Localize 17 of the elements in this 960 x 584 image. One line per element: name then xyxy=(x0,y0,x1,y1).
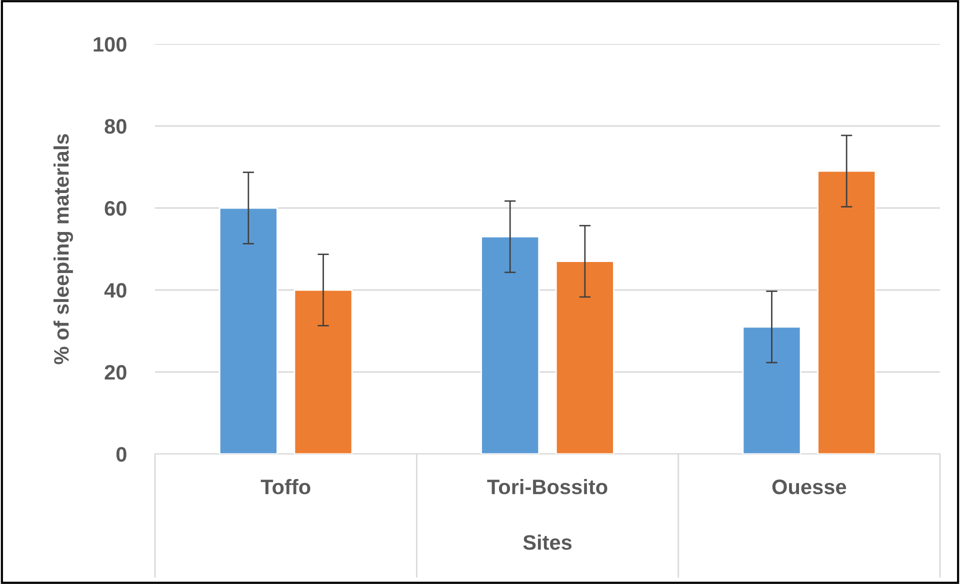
bar xyxy=(294,289,353,454)
bar xyxy=(218,207,278,454)
y-axis-title: % of sleeping materials xyxy=(54,134,74,364)
bar xyxy=(817,170,876,454)
y-tick-label: 100 xyxy=(94,37,126,52)
x-axis-title: Sites xyxy=(523,534,572,550)
bar xyxy=(480,236,540,454)
bar xyxy=(742,326,802,454)
y-tick-label: 60 xyxy=(104,201,126,216)
bar xyxy=(555,260,614,454)
y-tick-label: 40 xyxy=(104,283,126,298)
x-tick-label: Toffo xyxy=(260,479,310,494)
x-tick-label: Ouesse xyxy=(772,480,846,494)
x-tick-label: Tori-Bossito xyxy=(487,479,608,494)
y-tick-label: 20 xyxy=(104,365,126,380)
y-tick-label: 0 xyxy=(116,447,126,462)
y-tick-label: 80 xyxy=(104,119,126,134)
